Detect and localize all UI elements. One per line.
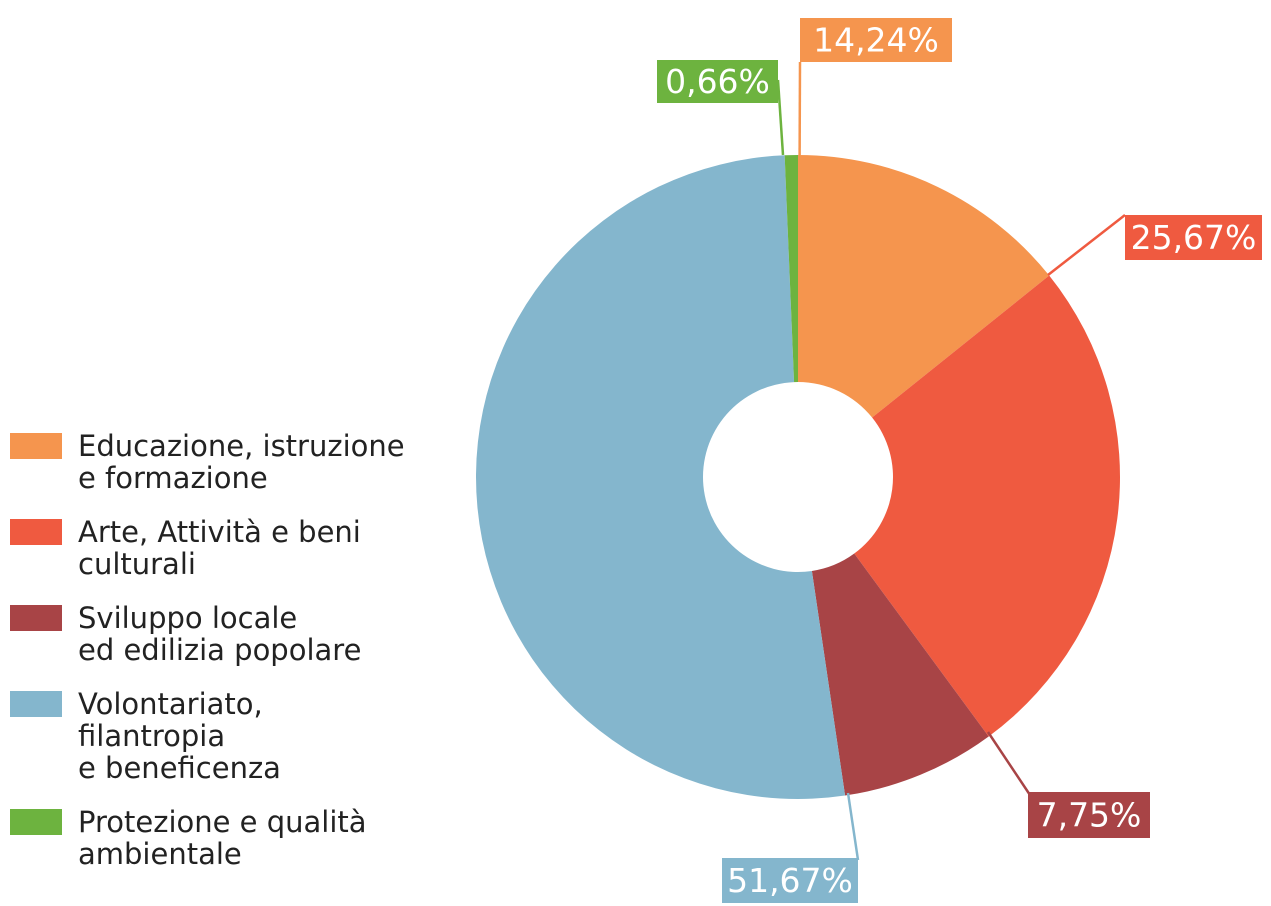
leader-line (846, 792, 860, 861)
value-label-box (722, 858, 858, 903)
slice (811, 553, 989, 796)
legend: Educazione, istruzione e formazione Arte,… (10, 430, 410, 892)
legend-swatch (10, 691, 62, 717)
slice (476, 155, 846, 800)
legend-swatch (10, 605, 62, 631)
legend-swatch (10, 519, 62, 545)
value-label-box (1028, 792, 1150, 838)
legend-swatch (10, 433, 62, 459)
legend-label: Volontariato, filantropia e beneficenza (78, 687, 281, 785)
legend-item: Sviluppo locale ed edilizia popolare (10, 602, 410, 666)
legend-item: Protezione e qualità ambientale (10, 806, 410, 870)
value-label-box (800, 18, 952, 62)
slice (784, 155, 798, 383)
legend-label: Educazione, istruzione e formazione (78, 429, 405, 495)
legend-label: Sviluppo locale ed edilizia popolare (78, 601, 362, 667)
value-label: 14,24% (813, 21, 939, 60)
legend-swatch (10, 809, 62, 835)
legend-item: Volontariato, filantropia e beneficenza (10, 688, 410, 784)
value-label-box (1125, 215, 1262, 260)
legend-item: Educazione, istruzione e formazione (10, 430, 410, 494)
slice (798, 155, 1050, 418)
slice (854, 275, 1120, 737)
legend-item: Arte, Attività e beni culturali (10, 516, 410, 580)
legend-label: Protezione e qualità ambientale (78, 805, 367, 871)
value-label: 25,67% (1131, 218, 1257, 257)
leader-line (1047, 214, 1126, 276)
value-label: 7,75% (1037, 796, 1142, 835)
legend-label: Arte, Attività e beni culturali (78, 515, 361, 581)
leader-line (776, 79, 785, 156)
value-label: 51,67% (727, 861, 853, 900)
leader-line (986, 731, 1032, 796)
value-label: 0,66% (665, 62, 770, 101)
value-label-box (657, 60, 778, 103)
